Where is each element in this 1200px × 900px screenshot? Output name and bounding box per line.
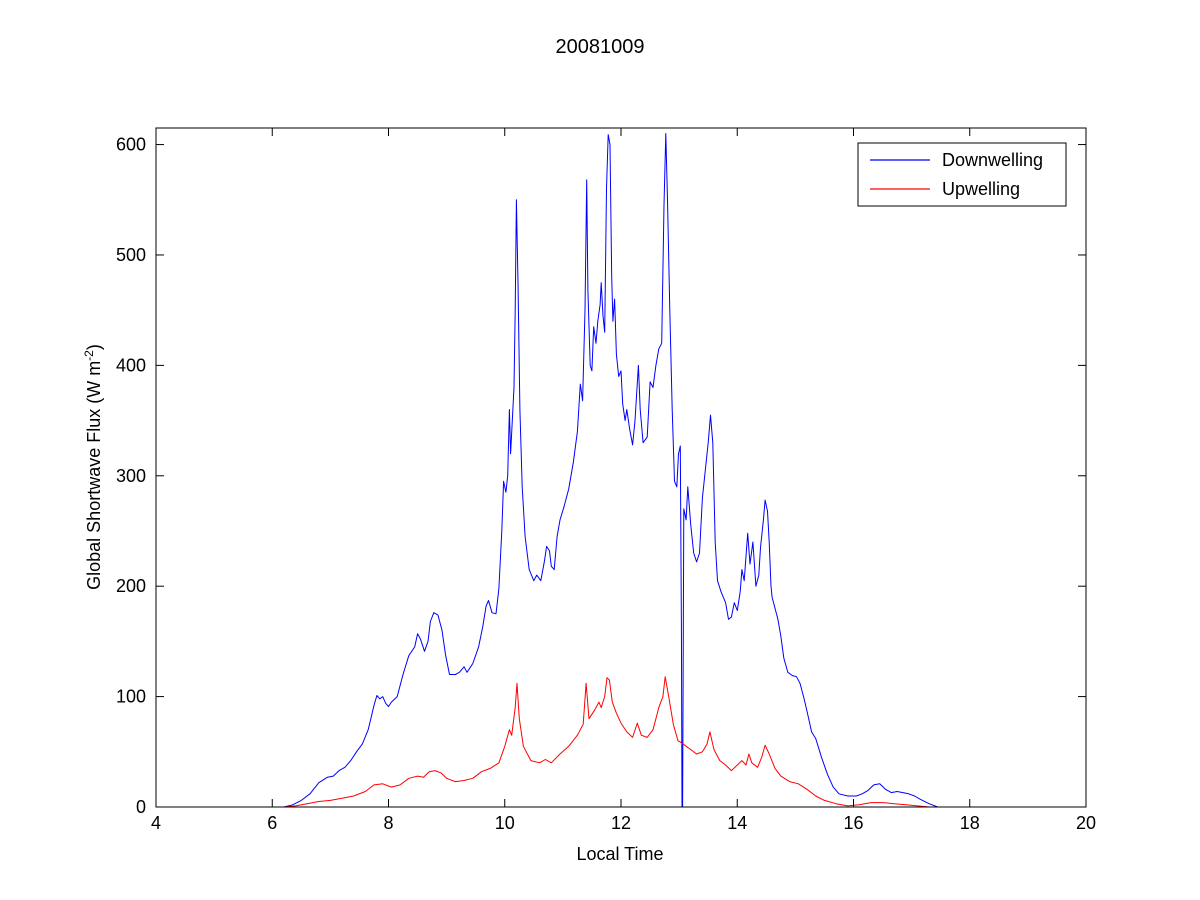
y-axis-label-main: Global Shortwave Flux (W m xyxy=(84,361,104,590)
y-tick-label: 400 xyxy=(116,355,146,375)
x-axis-label: Local Time xyxy=(576,844,663,864)
y-tick-label: 100 xyxy=(116,687,146,707)
x-tick-label: 10 xyxy=(495,813,515,833)
y-tick-label: 200 xyxy=(116,576,146,596)
y-tick-label: 300 xyxy=(116,466,146,486)
legend-label-upwelling: Upwelling xyxy=(942,179,1020,199)
legend-box xyxy=(857,142,1067,207)
y-tick-label: 600 xyxy=(116,135,146,155)
x-tick-label: 18 xyxy=(960,813,980,833)
plot-background xyxy=(156,128,1086,807)
plot-area: 4 6 8 10 12 14 16 18 20 0 100 200 300 400 500 600 xyxy=(116,127,1096,833)
x-tick-label: 12 xyxy=(611,813,631,833)
legend-label-downwelling: Downwelling xyxy=(942,150,1043,170)
x-tick-label: 16 xyxy=(843,813,863,833)
y-tick-label: 0 xyxy=(136,797,146,817)
y-axis-label: Global Shortwave Flux (W m-2) xyxy=(82,344,104,590)
x-tick-label: 20 xyxy=(1076,813,1096,833)
x-tick-label: 4 xyxy=(151,813,161,833)
y-axis: 0 100 200 300 400 500 600 xyxy=(116,135,1086,817)
y-axis-label-superscript: -2 xyxy=(82,350,96,361)
y-axis-label-close: ) xyxy=(84,344,104,350)
x-axis: 4 6 8 10 12 14 16 18 20 xyxy=(151,128,1096,833)
x-tick-label: 8 xyxy=(383,813,393,833)
series-line-downwelling xyxy=(214,133,944,808)
series-line-upwelling xyxy=(214,676,941,808)
x-tick-label: 6 xyxy=(267,813,277,833)
series-layer xyxy=(214,133,944,808)
legend: Downwelling Upwelling xyxy=(857,142,1067,207)
x-tick-label: 14 xyxy=(727,813,747,833)
y-tick-label: 500 xyxy=(116,245,146,265)
chart-title: 20081009 xyxy=(556,36,645,58)
